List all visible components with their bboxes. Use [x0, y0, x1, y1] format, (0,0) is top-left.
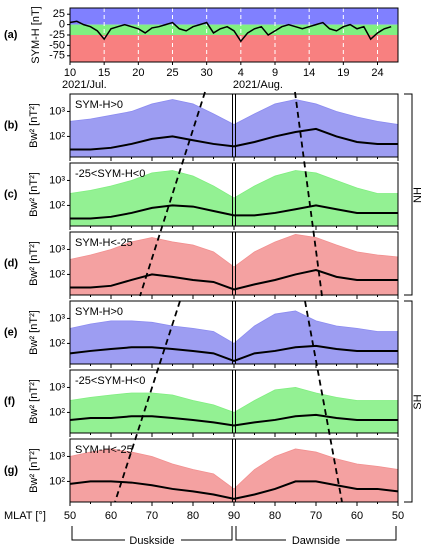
frame: [69, 93, 399, 158]
label-bg: [125, 533, 181, 547]
y-tick-label: 10³: [49, 312, 65, 324]
x-tick-label: 4: [238, 67, 244, 79]
frame: [69, 162, 399, 227]
y-tick-label: 10³: [49, 105, 65, 117]
x-tick-label: 9: [272, 67, 278, 79]
month-label: 2021/Jul.: [62, 79, 107, 91]
y-tick-label: 10²: [49, 199, 65, 211]
y-tick-label: 10²: [49, 268, 65, 280]
condition-label: SYM-H<-25: [75, 444, 133, 456]
y-tick-label: 10²: [49, 337, 65, 349]
boundary-line: [139, 91, 206, 297]
x-tick-label: 90: [228, 510, 240, 522]
median-line: [69, 344, 398, 362]
x-tick-label: 15: [98, 67, 110, 79]
sh-label: SH: [412, 394, 423, 409]
band: [70, 8, 398, 25]
frame: [69, 438, 399, 503]
panel-label: (d): [4, 257, 18, 269]
median-line: [69, 480, 399, 500]
x-tick-label: 70: [146, 510, 158, 522]
panel-label: (a): [4, 29, 18, 41]
spread-area: [69, 170, 399, 227]
x-tick-label: 19: [337, 67, 349, 79]
x-tick-label: 10: [64, 67, 76, 79]
frame: [69, 369, 399, 434]
y-tick-label: 10²: [49, 406, 65, 418]
y-tick-label: 25: [53, 8, 65, 20]
condition-label: SYM-H>0: [75, 306, 123, 318]
boundary-lines: [114, 91, 343, 503]
y-tick-label: 0: [59, 19, 65, 31]
x-tick-label: 50: [392, 510, 404, 522]
y-tick-label: 10³: [49, 450, 65, 462]
spread-area: [69, 234, 399, 296]
band: [70, 24, 398, 35]
x-tick-label: 14: [303, 67, 315, 79]
median-line: [69, 413, 398, 427]
spread-area: [69, 387, 399, 434]
x-tick-label: 20: [132, 67, 144, 79]
y-tick-label: 10²: [49, 475, 65, 487]
panel-label: (c): [4, 188, 18, 200]
x-axis-label: MLAT [°]: [4, 510, 46, 522]
panel-label: (b): [4, 119, 18, 131]
x-tick-label: 30: [201, 67, 213, 79]
month-label: 2021/Aug.: [233, 79, 283, 91]
panel-label: (e): [4, 326, 18, 338]
spread-area: [69, 310, 399, 365]
condition-label: -25<SYM-H<0: [75, 375, 145, 387]
median-line: [70, 204, 398, 220]
y-axis-label: Bw² [nT²]: [28, 103, 40, 148]
x-tick-label: 50: [64, 510, 76, 522]
x-tick-label: 24: [371, 67, 383, 79]
panel-label: (g): [4, 464, 18, 476]
x-tick-label: 60: [351, 510, 363, 522]
condition-label: SYM-H<-25: [75, 237, 133, 249]
y-axis-label: Bw² [nT²]: [28, 172, 40, 217]
x-tick-label: 80: [269, 510, 281, 522]
y-axis-label: Bw² [nT²]: [28, 310, 40, 355]
x-tick-label: 80: [187, 510, 199, 522]
spread-area: [69, 448, 399, 503]
y-axis-label: Bw² [nT²]: [28, 241, 40, 286]
y-tick-label: 10³: [49, 243, 65, 255]
sym-h-line: [69, 20, 392, 43]
dawn-label: Dawnside: [292, 535, 340, 547]
spread-area: [69, 99, 399, 158]
band: [70, 35, 398, 62]
y-tick-label: 10²: [49, 130, 65, 142]
nh-bracket: [404, 93, 413, 296]
x-tick-label: 60: [105, 510, 117, 522]
y-tick-label: -75: [49, 50, 65, 62]
boundary-line: [114, 300, 181, 503]
x-tick-label: 70: [310, 510, 322, 522]
y-axis-label: Bw² [nT²]: [28, 379, 40, 424]
nh-label: NH: [412, 187, 423, 203]
y-tick-label: 10³: [49, 174, 65, 186]
y-tick-label: 10³: [49, 381, 65, 393]
condition-label: SYM-H>0: [75, 99, 123, 111]
sh-bracket: [404, 300, 413, 503]
panel-label: (f): [4, 395, 15, 407]
y-tick-label: -25: [49, 29, 65, 41]
boundary-line: [294, 91, 323, 297]
boundary-line: [304, 300, 343, 503]
condition-label: -25<SYM-H<0: [75, 168, 145, 180]
y-axis-label: Bw² [nT²]: [28, 448, 40, 493]
median-line: [70, 127, 398, 151]
y-axis-label: SYM-H [nT]: [30, 6, 42, 63]
y-tick-label: -50: [49, 39, 65, 51]
dusk-label: Duskside: [129, 535, 174, 547]
frame: [69, 231, 399, 296]
frame: [69, 300, 399, 365]
x-tick-label: 25: [166, 67, 178, 79]
label-bg: [286, 533, 346, 547]
median-line: [70, 268, 398, 291]
